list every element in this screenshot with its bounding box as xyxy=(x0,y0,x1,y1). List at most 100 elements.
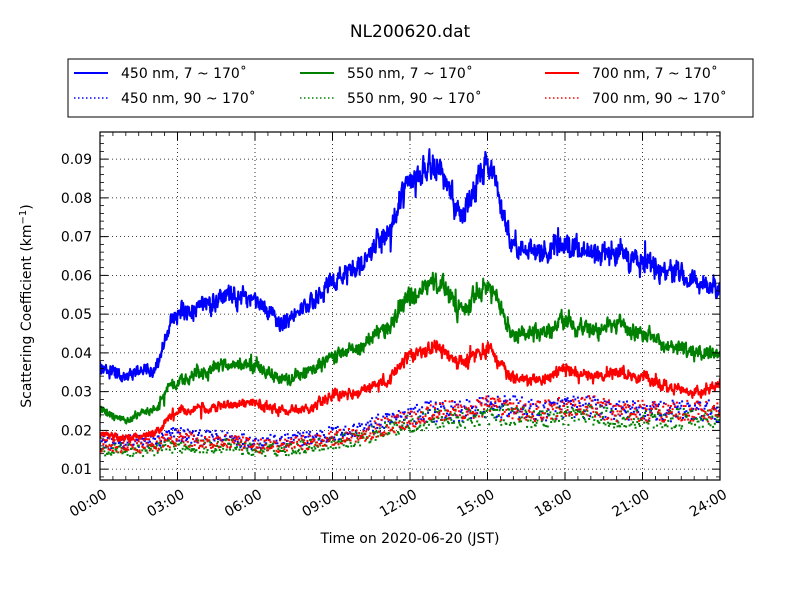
series-point xyxy=(618,405,621,408)
series-point xyxy=(625,411,628,414)
series-point xyxy=(286,439,289,442)
series-point xyxy=(526,413,529,415)
series-point xyxy=(361,434,364,437)
series-point xyxy=(542,404,545,407)
series-point xyxy=(431,416,434,419)
series-point xyxy=(419,421,422,424)
series-point xyxy=(365,423,368,426)
series-point xyxy=(470,405,473,408)
series-point xyxy=(513,421,516,424)
series-point xyxy=(278,445,281,448)
y-tick-label: 0.02 xyxy=(61,423,92,439)
series-point xyxy=(165,448,168,451)
series-point xyxy=(494,400,497,403)
series-point xyxy=(435,420,438,423)
series-point xyxy=(603,418,606,421)
series-point xyxy=(424,413,427,416)
series-point xyxy=(645,408,648,411)
series-point xyxy=(399,427,402,430)
series-point xyxy=(255,446,258,449)
series-point xyxy=(238,444,241,446)
series-point xyxy=(451,400,454,402)
series-point xyxy=(235,438,238,441)
series-point xyxy=(596,398,599,401)
series-point xyxy=(198,429,201,432)
series-point xyxy=(369,420,372,423)
series-point xyxy=(291,452,293,455)
series-point xyxy=(104,439,107,442)
y-tick-label: 0.09 xyxy=(61,152,92,168)
series-point xyxy=(600,418,603,421)
series-point xyxy=(449,412,452,415)
series-point xyxy=(359,425,362,427)
series-point xyxy=(403,422,405,425)
series-point xyxy=(248,452,250,455)
series-point xyxy=(352,429,355,431)
series-point xyxy=(717,415,720,418)
series-point xyxy=(563,402,566,405)
series-point xyxy=(681,425,684,428)
series-point xyxy=(465,406,467,409)
series-point xyxy=(411,422,414,425)
series-point xyxy=(373,431,376,434)
series-point xyxy=(228,442,231,445)
series-point xyxy=(452,409,455,411)
series-point xyxy=(519,410,522,413)
series-point xyxy=(566,397,569,400)
series-point xyxy=(442,413,445,415)
series-point xyxy=(674,425,677,428)
series-point xyxy=(188,448,191,451)
series-point xyxy=(341,442,343,445)
series-point xyxy=(510,408,513,411)
series-point xyxy=(244,442,247,445)
series-point xyxy=(492,403,495,406)
series-point xyxy=(179,450,182,452)
series-point xyxy=(632,413,635,416)
series-point xyxy=(528,416,531,419)
series-point xyxy=(263,447,266,450)
series-point xyxy=(468,409,471,412)
series-point xyxy=(420,418,423,421)
series-point xyxy=(128,443,131,446)
series-point xyxy=(239,446,242,449)
series-point xyxy=(210,443,213,445)
series-point xyxy=(603,406,606,409)
series-point xyxy=(709,424,712,427)
series-point xyxy=(111,447,114,450)
series-point xyxy=(357,438,360,441)
series-point xyxy=(561,401,564,403)
series-point xyxy=(483,408,486,411)
series-point xyxy=(193,444,196,447)
series-point xyxy=(682,416,684,419)
series-point xyxy=(692,419,695,422)
series-point xyxy=(620,413,623,415)
series-point xyxy=(193,450,196,453)
series-point xyxy=(619,425,622,428)
series-point xyxy=(154,446,157,449)
series-point xyxy=(305,447,308,450)
series-point xyxy=(640,417,643,420)
series-point xyxy=(683,418,686,421)
series-point xyxy=(390,419,393,422)
series-point xyxy=(607,421,610,424)
series-point xyxy=(520,396,523,399)
series-point xyxy=(644,419,647,422)
series-point xyxy=(470,417,473,420)
series-point xyxy=(480,412,483,415)
series-point xyxy=(301,439,304,441)
series-point xyxy=(482,412,485,415)
series-point xyxy=(703,407,706,410)
series-point xyxy=(634,413,637,416)
series-point xyxy=(239,441,242,444)
series-point xyxy=(455,416,458,419)
series-point xyxy=(101,447,104,450)
series-point xyxy=(453,412,456,415)
series-point xyxy=(148,440,151,443)
series-point xyxy=(209,431,212,433)
series-point xyxy=(533,410,535,413)
series-point xyxy=(487,395,490,398)
series-point xyxy=(682,405,685,408)
series-point xyxy=(707,399,710,402)
series-point xyxy=(268,447,271,450)
series-line xyxy=(100,339,720,443)
